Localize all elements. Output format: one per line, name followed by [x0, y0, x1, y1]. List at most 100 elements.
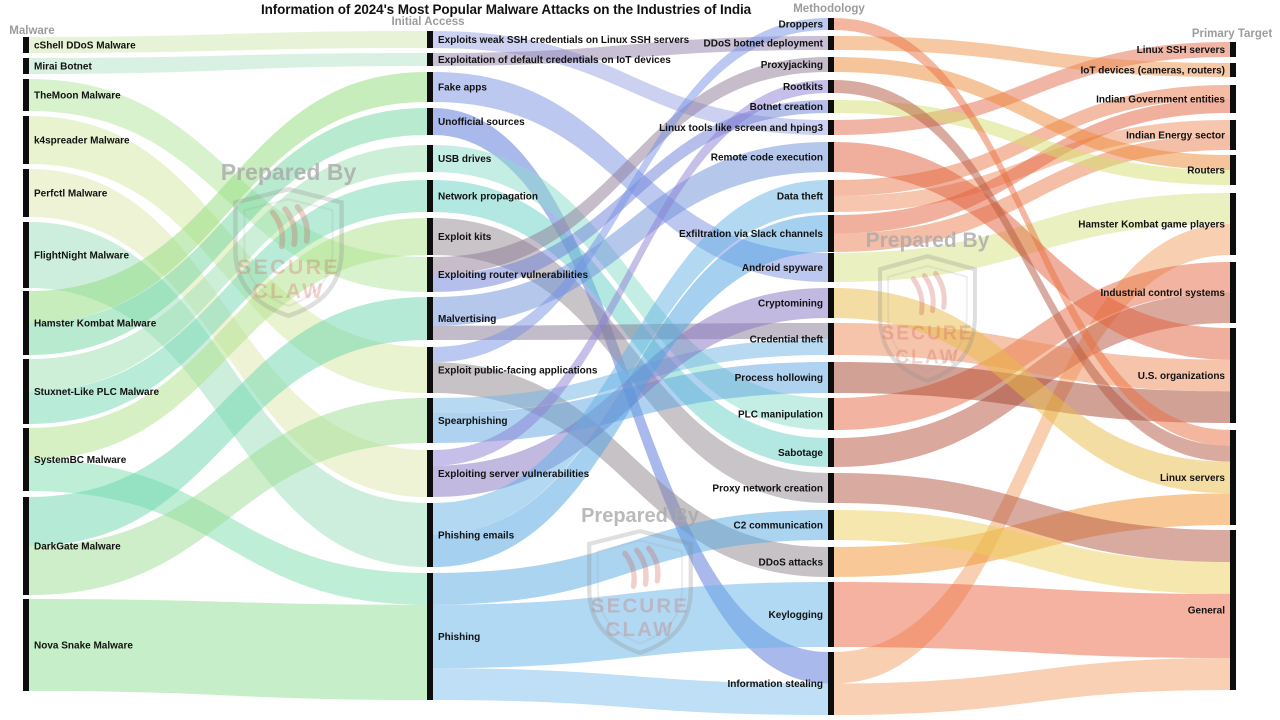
sankey-link[interactable] [834, 473, 1230, 562]
sankey-link[interactable] [834, 100, 1230, 185]
sankey-node-bar[interactable] [427, 257, 433, 292]
sankey-link[interactable] [834, 582, 1230, 658]
sankey-link[interactable] [29, 72, 427, 323]
sankey-node-bar[interactable] [828, 180, 834, 212]
sankey-link[interactable] [29, 180, 427, 424]
sankey-node-bar[interactable] [1230, 120, 1236, 150]
sankey-link[interactable] [433, 215, 828, 567]
sankey-node-bar[interactable] [427, 53, 433, 66]
sankey-node-bar[interactable] [23, 58, 29, 74]
sankey-node-bar[interactable] [1230, 430, 1236, 525]
sankey-node-bar[interactable] [427, 31, 433, 48]
sankey-node-bar[interactable] [828, 142, 834, 172]
sankey-node-bar[interactable] [828, 582, 834, 647]
sankey-link[interactable] [433, 362, 828, 577]
sankey-link[interactable] [834, 224, 1230, 684]
sankey-node-bar[interactable] [23, 79, 29, 111]
sankey-link[interactable] [834, 135, 1230, 252]
sankey-link[interactable] [433, 510, 828, 605]
sankey-node-label: U.S. organizations [1138, 371, 1226, 382]
sankey-link[interactable] [29, 599, 427, 700]
sankey-link[interactable] [834, 36, 1230, 77]
sankey-node-bar[interactable] [1230, 262, 1236, 323]
sankey-link[interactable] [834, 18, 1230, 446]
sankey-node-bar[interactable] [828, 288, 834, 318]
sankey-link[interactable] [834, 57, 1230, 170]
sankey-node-bar[interactable] [23, 428, 29, 491]
sankey-node-bar[interactable] [828, 547, 834, 577]
sankey-node-bar[interactable] [828, 398, 834, 430]
sankey-link[interactable] [834, 510, 1230, 594]
claw-text: CLAW [252, 280, 324, 303]
claw-icon [910, 270, 947, 316]
sankey-link[interactable] [433, 18, 828, 363]
sankey-node-bar[interactable] [828, 323, 834, 355]
sankey-node-bar[interactable] [427, 297, 433, 340]
sankey-node-bar[interactable] [1230, 328, 1236, 423]
sankey-node-bar[interactable] [1230, 63, 1236, 77]
sankey-node-bar[interactable] [828, 253, 834, 282]
sankey-node-bar[interactable] [427, 347, 433, 393]
sankey-node-bar[interactable] [828, 362, 834, 393]
sankey-node-bar[interactable] [1230, 193, 1236, 255]
sankey-link[interactable] [433, 582, 828, 669]
sankey-node-bar[interactable] [1230, 155, 1236, 185]
sankey-node-bar[interactable] [427, 108, 433, 135]
sankey-node-bar[interactable] [1230, 530, 1236, 690]
sankey-link[interactable] [433, 142, 828, 326]
sankey-node-bar[interactable] [23, 116, 29, 164]
sankey-node-bar[interactable] [23, 599, 29, 691]
sankey-node-bar[interactable] [1230, 42, 1236, 57]
sankey-node-bar[interactable] [23, 291, 29, 355]
sankey-node-bar[interactable] [23, 222, 29, 288]
sankey-node-bar[interactable] [23, 37, 29, 53]
sankey-link[interactable] [29, 297, 427, 546]
sankey-link[interactable] [29, 53, 427, 74]
sankey-node-bar[interactable] [23, 497, 29, 595]
sankey-link[interactable] [433, 145, 828, 430]
sankey-link[interactable] [834, 658, 1230, 715]
sankey-link[interactable] [29, 145, 427, 392]
sankey-node-bar[interactable] [23, 359, 29, 424]
sankey-node-bar[interactable] [828, 652, 834, 715]
sankey-node-label: Industrial control systems [1101, 288, 1226, 299]
sankey-node-bar[interactable] [1230, 85, 1236, 113]
sankey-node-bar[interactable] [828, 215, 834, 252]
sankey-link[interactable] [834, 142, 1230, 360]
sankey-node-bar[interactable] [828, 100, 834, 113]
sankey-node-bar[interactable] [427, 72, 433, 102]
sankey-link[interactable] [29, 31, 427, 53]
sankey-node-label: Linux SSH servers [1137, 45, 1226, 56]
sankey-link[interactable] [433, 80, 828, 466]
sankey-node-bar[interactable] [828, 57, 834, 72]
sankey-link[interactable] [834, 493, 1230, 577]
sankey-node-bar[interactable] [427, 450, 433, 497]
sankey-node-bar[interactable] [828, 36, 834, 50]
sankey-link[interactable] [433, 180, 828, 535]
sankey-node-bar[interactable] [427, 398, 433, 443]
sankey-node-bar[interactable] [828, 438, 834, 467]
sankey-link[interactable] [433, 36, 828, 66]
sankey-node-bar[interactable] [828, 18, 834, 30]
sankey-link[interactable] [29, 218, 427, 460]
sankey-link[interactable] [834, 288, 1230, 494]
sankey-node-bar[interactable] [828, 510, 834, 540]
sankey-link[interactable] [29, 398, 427, 595]
sankey-node-bar[interactable] [828, 120, 834, 135]
sankey-node-bar[interactable] [427, 180, 433, 212]
sankey-link[interactable] [834, 99, 1230, 234]
sankey-node-bar[interactable] [427, 218, 433, 255]
sankey-link[interactable] [834, 80, 1230, 462]
sankey-node-bar[interactable] [828, 80, 834, 93]
sankey-node-bar[interactable] [23, 169, 29, 217]
sankey-node-bar[interactable] [427, 145, 433, 172]
sankey-link[interactable] [433, 668, 828, 715]
sankey-link[interactable] [834, 323, 1230, 392]
sankey-link[interactable] [29, 108, 427, 355]
sankey-link[interactable] [433, 72, 828, 282]
sankey-node-bar[interactable] [427, 503, 433, 567]
sankey-node-bar[interactable] [427, 573, 433, 700]
sankey-node-bar[interactable] [828, 473, 834, 503]
sankey-link[interactable] [433, 180, 828, 467]
sankey-link[interactable] [433, 57, 828, 275]
